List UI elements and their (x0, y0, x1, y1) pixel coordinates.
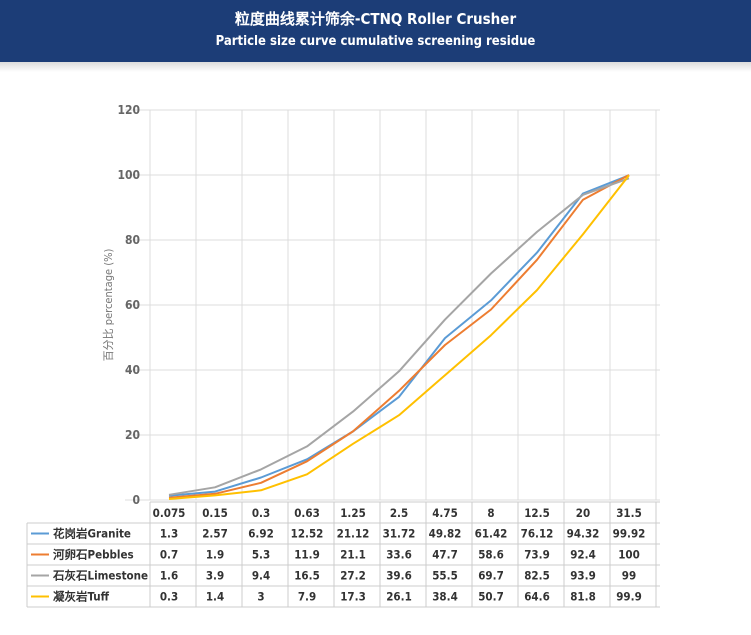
series-line-0 (168, 174, 630, 497)
data-label: 100 (618, 548, 640, 562)
data-label: 5.3 (252, 548, 270, 562)
legend-label: 河卵石Pebbles (53, 548, 134, 562)
y-tick-label: 80 (125, 233, 140, 247)
data-label: 2.57 (202, 527, 228, 541)
data-label: 47.7 (432, 548, 458, 562)
data-label: 39.6 (386, 569, 412, 583)
data-label: 26.1 (386, 590, 412, 604)
data-label: 99.9 (616, 590, 642, 604)
x-tick-label: 1.25 (340, 506, 366, 520)
data-label: 0.7 (160, 548, 178, 562)
chart-title: 粒度曲线累计筛余-CTNQ Roller Crusher (234, 10, 517, 28)
data-label: 99.92 (613, 527, 646, 541)
chart-subtitle: Particle size curve cumulative screening… (215, 34, 536, 49)
data-label: 11.9 (294, 548, 320, 562)
data-label: 3 (257, 590, 264, 604)
data-label: 69.7 (478, 569, 504, 583)
y-tick-label: 40 (125, 363, 140, 377)
data-label: 31.72 (383, 527, 416, 541)
data-label: 0.3 (160, 590, 178, 604)
y-tick-label: 120 (117, 103, 140, 117)
header-shadow (0, 62, 751, 72)
data-label: 64.6 (524, 590, 550, 604)
legend-label: 石灰石Limestone (52, 569, 148, 583)
data-label: 38.4 (432, 590, 458, 604)
y-tick-label: 0 (132, 493, 140, 507)
data-label: 1.6 (160, 569, 178, 583)
data-label: 73.9 (524, 548, 550, 562)
data-label: 33.6 (386, 548, 412, 562)
data-label: 1.4 (206, 590, 224, 604)
data-label: 12.52 (291, 527, 324, 541)
data-label: 17.3 (340, 590, 366, 604)
data-label: 76.12 (521, 527, 554, 541)
legend-label: 凝灰岩Tuff (53, 590, 110, 604)
data-label: 21.12 (337, 527, 370, 541)
series-line-1 (168, 174, 630, 499)
y-axis-label: 百分比 percentage (%) (102, 248, 115, 361)
data-label: 16.5 (294, 569, 320, 583)
data-label: 3.9 (206, 569, 224, 583)
data-label: 82.5 (524, 569, 550, 583)
data-label: 7.9 (298, 590, 316, 604)
data-label: 27.2 (340, 569, 366, 583)
data-label: 58.6 (478, 548, 504, 562)
data-label: 55.5 (432, 569, 458, 583)
data-label: 21.1 (340, 548, 366, 562)
series-line-3 (168, 174, 630, 500)
data-label: 1.3 (160, 527, 178, 541)
x-tick-label: 0.63 (294, 506, 320, 520)
y-tick-label: 20 (125, 428, 140, 442)
data-label: 61.42 (475, 527, 508, 541)
legend-label: 花岗岩Granite (53, 527, 131, 541)
data-label: 99 (622, 569, 636, 583)
data-label: 1.9 (206, 548, 224, 562)
data-label: 9.4 (252, 569, 270, 583)
x-tick-label: 0.3 (252, 506, 270, 520)
series-line-2 (168, 177, 630, 496)
data-label: 92.4 (570, 548, 596, 562)
data-label: 94.32 (567, 527, 600, 541)
x-tick-label: 31.5 (616, 506, 642, 520)
x-tick-label: 2.5 (390, 506, 408, 520)
data-label: 81.8 (570, 590, 596, 604)
x-tick-label: 0.075 (153, 506, 186, 520)
data-label: 50.7 (478, 590, 504, 604)
page-header: 粒度曲线累计筛余-CTNQ Roller Crusher Particle si… (0, 0, 751, 62)
x-tick-label: 4.75 (432, 506, 458, 520)
y-tick-label: 60 (125, 298, 140, 312)
x-tick-label: 12.5 (524, 506, 550, 520)
data-label: 6.92 (248, 527, 274, 541)
y-tick-label: 100 (117, 168, 140, 182)
x-tick-label: 8 (487, 506, 494, 520)
x-tick-label: 0.15 (202, 506, 228, 520)
data-label: 93.9 (570, 569, 596, 583)
data-label: 49.82 (429, 527, 462, 541)
x-tick-label: 20 (576, 506, 590, 520)
